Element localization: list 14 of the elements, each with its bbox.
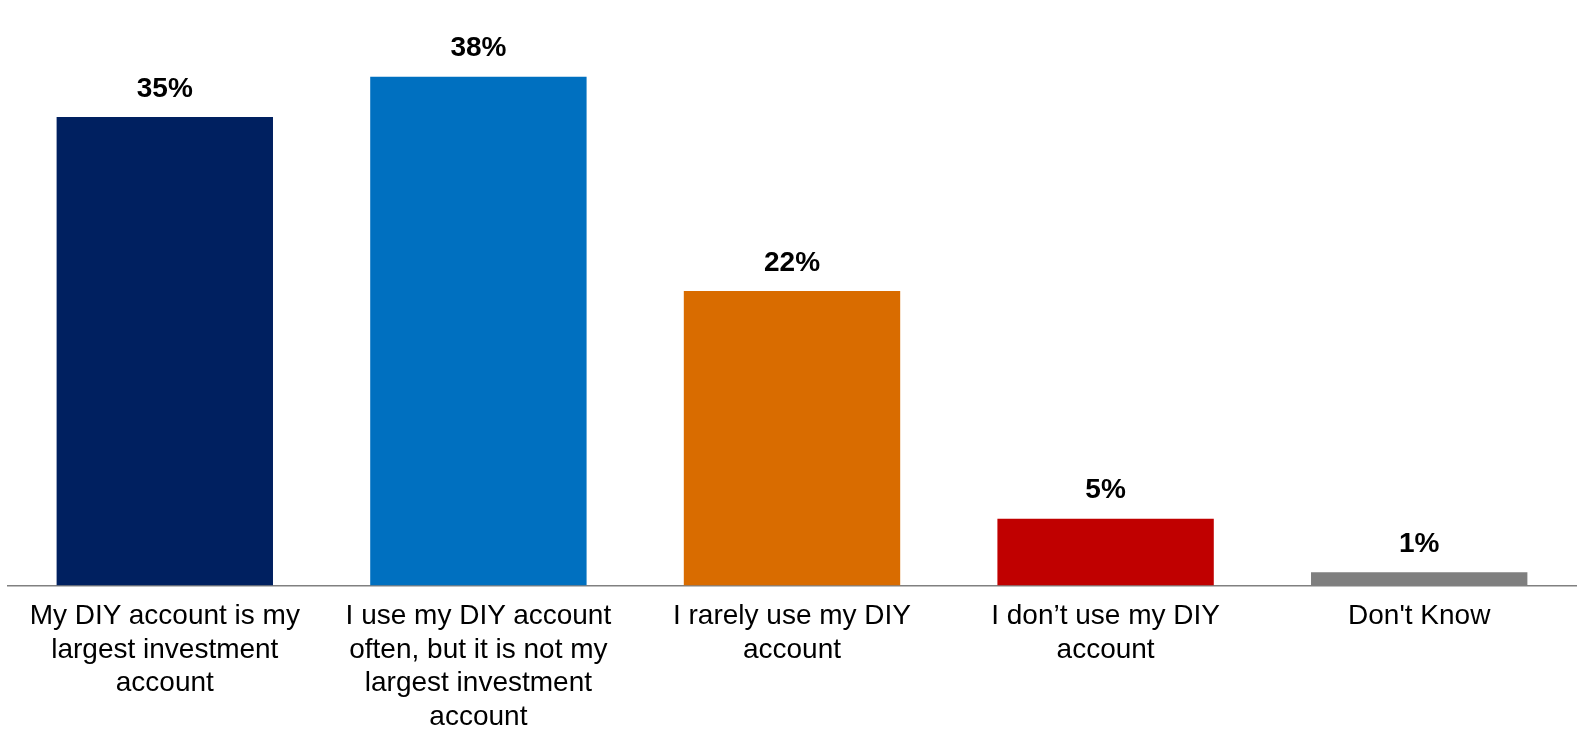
x-tick-label: I don’t use my DIY account	[991, 599, 1221, 664]
x-tick-label: My DIY account is my largest investment account	[29, 599, 300, 698]
data-label: 22%	[763, 245, 821, 277]
bar	[370, 76, 587, 586]
data-label: 1%	[1398, 526, 1440, 558]
data-label: 38%	[450, 31, 507, 63]
bar	[683, 291, 901, 586]
data-label: 5%	[1085, 473, 1126, 505]
x-tick-label: I use my DIY account often, but it is not my largest investment account	[345, 599, 612, 731]
bar	[997, 518, 1214, 586]
data-label: 35%	[136, 71, 193, 103]
x-tick-label: Don't Know	[1348, 599, 1492, 631]
x-tick-label: I rarely use my DIY account	[672, 599, 912, 664]
bar	[56, 116, 273, 586]
